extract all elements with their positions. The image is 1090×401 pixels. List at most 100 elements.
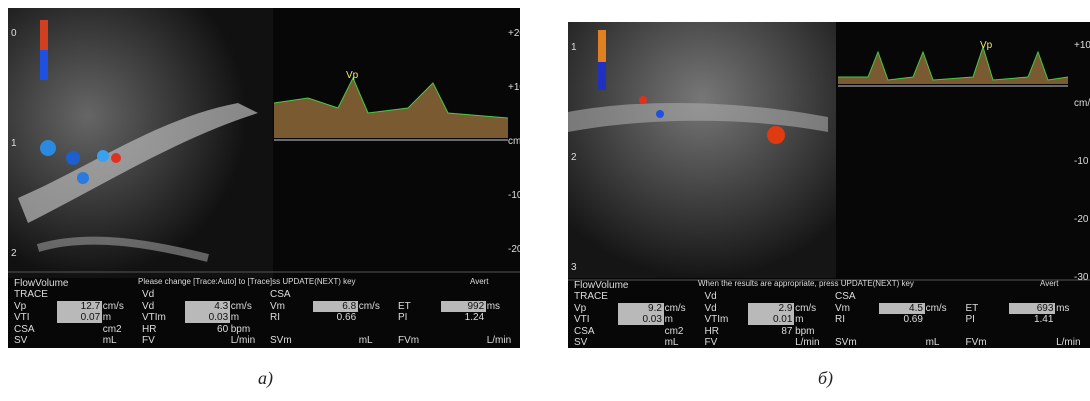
depth-label: 1 [11,138,17,149]
depth-label: 3 [571,262,577,273]
depth-label: 0 [11,28,17,39]
header: FlowVolume [14,278,68,289]
cell-value: 693 [1009,303,1055,314]
cell-label: Vd [705,291,717,302]
cell-label: Vd [142,289,154,300]
header: FlowVolume [574,280,628,291]
cell-unit: ms [487,301,500,312]
scale-label: +10 [1074,40,1090,51]
cell-value: 1.24 [441,312,485,323]
cell-label: VTIm [705,314,729,325]
cell-label: FVm [966,337,987,348]
cell-unit: mL [926,337,940,348]
ultrasound-image [568,22,1090,348]
scale-label: -20 [1074,214,1088,225]
page: +20 +10 cm/s -10 -20 0 1 2 Vp Avert FlowVolume Plea… [0,0,1090,401]
depth-label: 2 [11,248,17,259]
cell-unit: m [103,312,111,323]
scale-label: -30 [1074,272,1088,283]
cell-unit: m [665,314,673,325]
cell-value: 992 [441,301,487,312]
cell-label: TRACE [574,291,608,302]
cell-value: 0.07 [57,312,103,323]
cell-label: FV [705,337,718,348]
cell-unit: cm/s [665,303,686,314]
scale-label: +10 [508,82,520,93]
cell-label: Vp [574,303,586,314]
cell-unit: bpm [231,324,250,335]
cell-value: 0.03 [185,312,231,323]
cell-value: 87 [748,326,792,337]
cell-label: TRACE [14,289,48,300]
scale-label: -20 [508,244,520,255]
message: When the results are appropriate, press … [698,278,914,289]
scale-label: +20 [508,28,520,39]
marker-label: Vp [980,40,992,51]
cell-label: Vd [142,301,154,312]
cell-label: VTI [14,312,30,323]
cell-unit: bpm [795,326,814,337]
cell-value: 6.8 [313,301,359,312]
cell-label: FVm [398,335,419,346]
cell-label: PI [398,312,407,323]
ultrasound-panel: +20 +10 cm/s -10 -20 0 1 2 Vp Avert FlowVolume Plea… [8,8,520,348]
cell-unit: mL [359,335,373,346]
cell-label: PI [966,314,975,325]
cell-label: ET [398,301,411,312]
marker-label: Vp [346,70,358,81]
cell-label: VTI [574,314,590,325]
cell-unit: cm/s [795,303,816,314]
cell-value: 9.2 [618,303,664,314]
cell-unit: m [795,314,803,325]
cell-unit: L/min [487,335,511,346]
cell-label: HR [142,324,156,335]
cell-label: HR [705,326,719,337]
cell-label: CSA [574,326,595,337]
cell-unit: cm2 [665,326,684,337]
cell-label: VTIm [142,312,166,323]
cell-label: CSA [835,291,856,302]
avert-label: Avert [1040,278,1059,289]
cell-label: Vp [14,301,26,312]
avert-label: Avert [470,276,489,287]
depth-label: 1 [571,42,577,53]
cell-label: Vd [705,303,717,314]
message: Please change [Trace:Auto] to [Trace]ss … [138,276,356,287]
ultrasound-panel: +10 cm/s -10 -20 -30 1 2 3 Vp Avert FlowVolume When… [568,22,1090,348]
cell-label: SV [14,335,27,346]
caption: a) [258,368,273,389]
cell-label: Vm [270,301,285,312]
cell-unit: L/min [231,335,255,346]
cell-unit: cm2 [103,324,122,335]
cell-value: 0.01 [748,314,794,325]
cell-label: RI [835,314,845,325]
scale-label: cm/s [1074,98,1090,109]
cell-value: 60 [185,324,229,335]
cell-unit: cm/s [359,301,380,312]
cell-value: 1.41 [1009,314,1053,325]
scale-label: -10 [1074,156,1088,167]
cell-label: RI [270,312,280,323]
cell-label: FV [142,335,155,346]
caption: б) [818,368,833,389]
scale-label: cm/s [508,136,520,147]
cell-label: Vm [835,303,850,314]
cell-unit: mL [103,335,117,346]
cell-unit: m [231,312,239,323]
cell-label: SV [574,337,587,348]
cell-label: SVm [835,337,857,348]
scale-label: -10 [508,190,520,201]
cell-label: CSA [14,324,35,335]
cell-value: 4.3 [185,301,231,312]
cell-unit: ms [1056,303,1069,314]
cell-unit: cm/s [103,301,124,312]
depth-label: 2 [571,152,577,163]
cell-value: 0.66 [313,312,357,323]
cell-unit: L/min [1056,337,1080,348]
cell-value: 0.69 [879,314,923,325]
cell-value: 0.03 [618,314,664,325]
cell-value: 2.9 [748,303,794,314]
cell-label: ET [966,303,979,314]
cell-label: CSA [270,289,291,300]
cell-label: SVm [270,335,292,346]
